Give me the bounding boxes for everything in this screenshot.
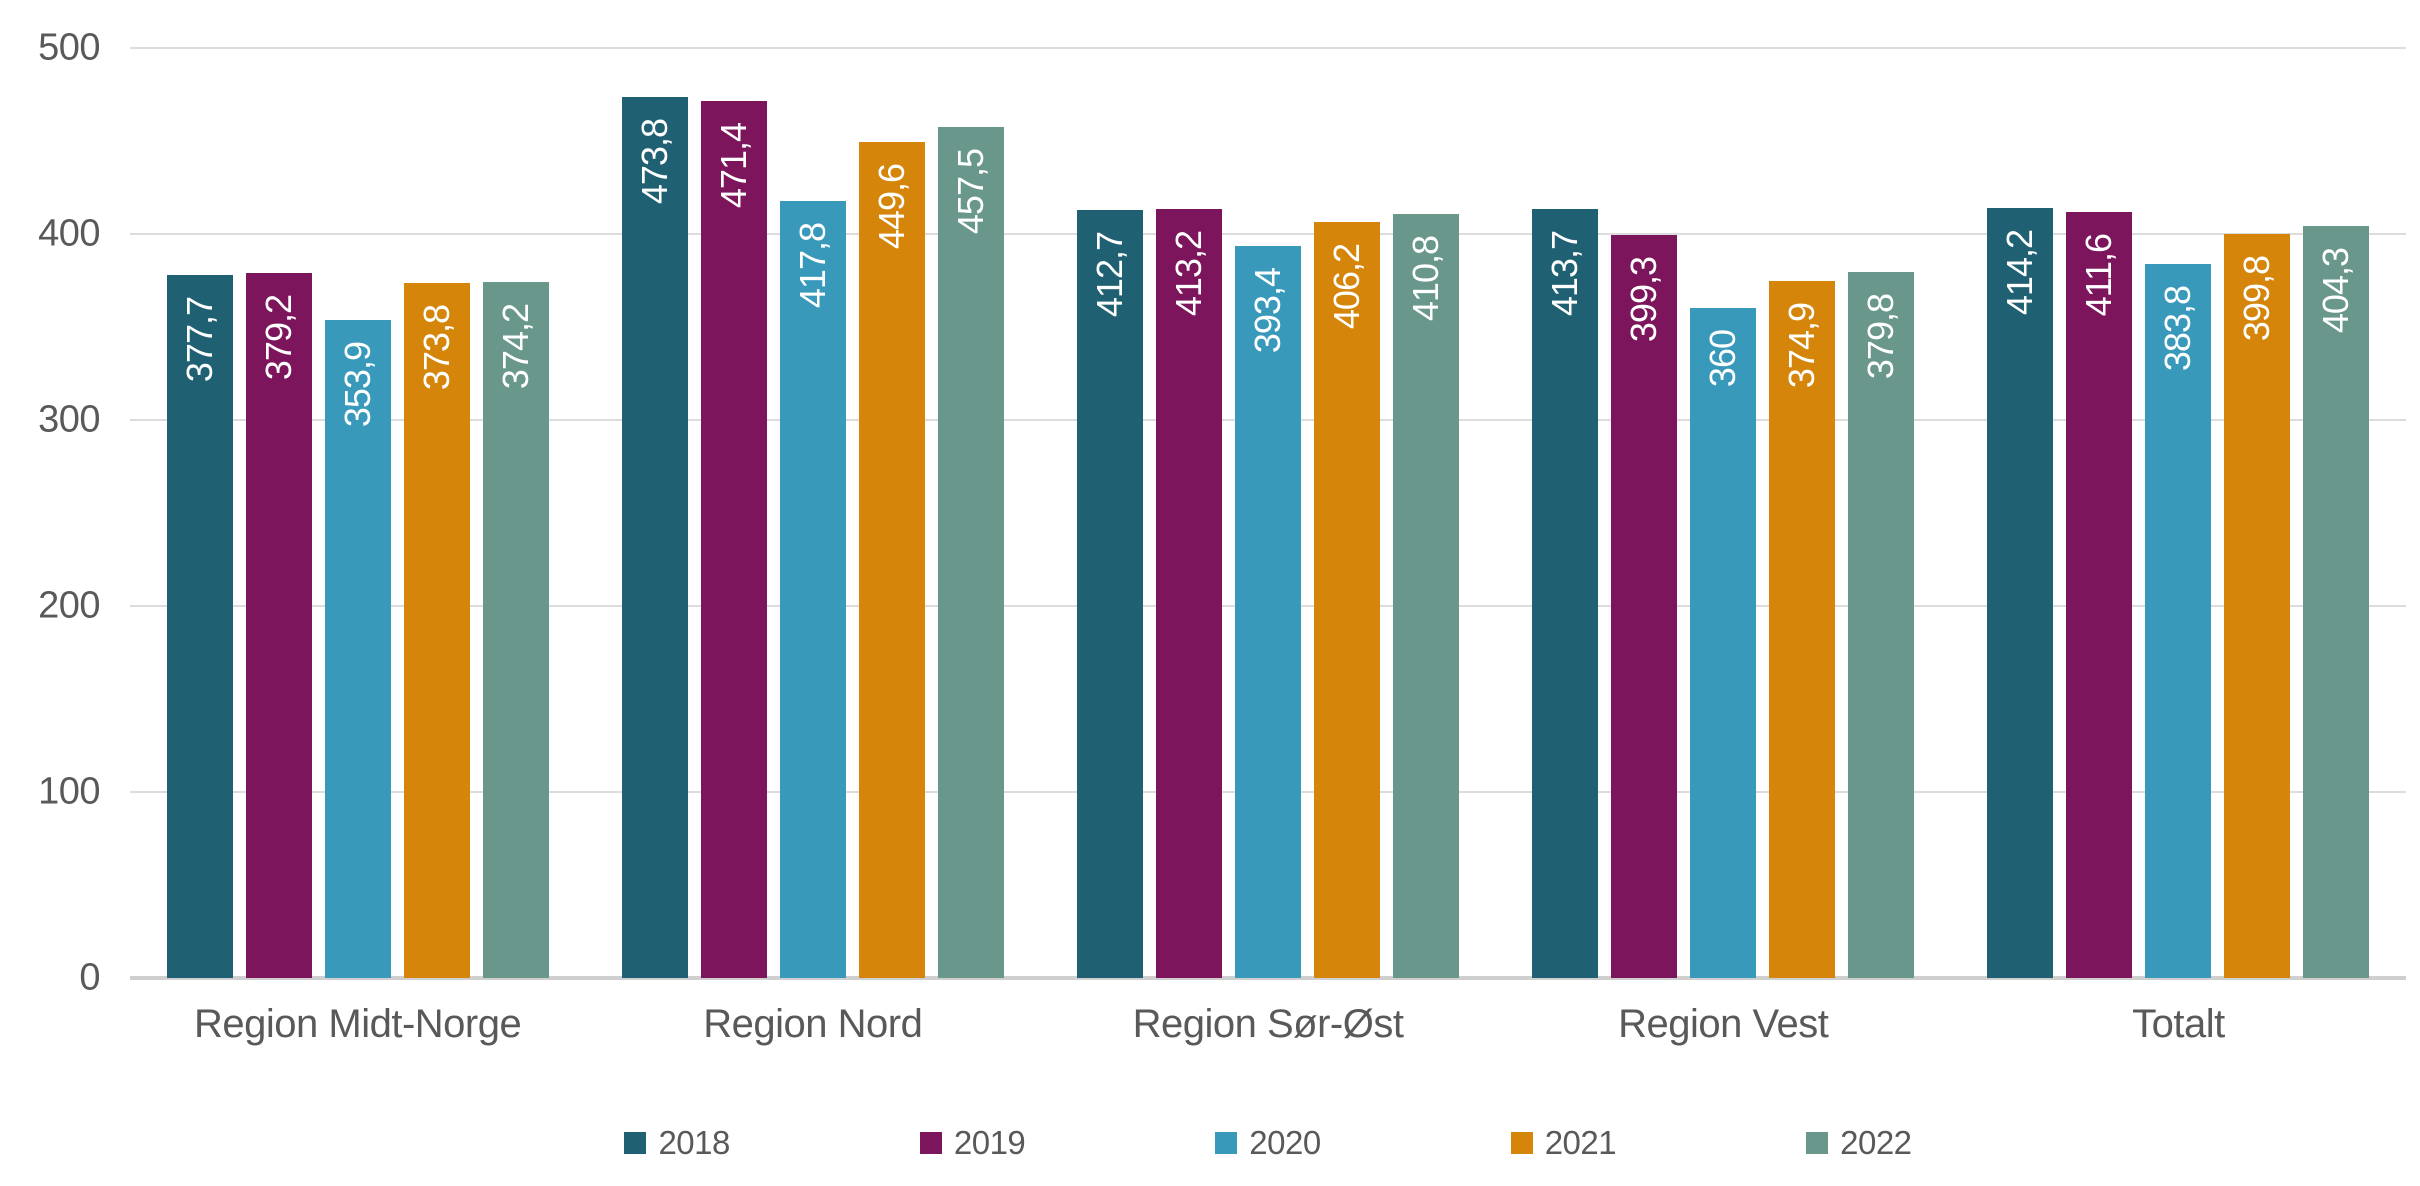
bar-2022: 410,8 xyxy=(1393,213,1459,978)
y-tick-label: 300 xyxy=(38,398,100,441)
bar-value-label: 383,8 xyxy=(2157,286,2199,372)
x-category-label: Region Sør-Øst xyxy=(1132,1002,1404,1046)
bar-value-label: 413,2 xyxy=(1168,231,1209,317)
bar-value-label: 473,8 xyxy=(633,118,675,204)
legend: 2018 2019 2020 2021 2022 xyxy=(130,1124,2406,1162)
bar-2021: 373,8 xyxy=(403,282,470,978)
bar-value-label: 412,7 xyxy=(1089,232,1130,318)
bar-value-label: 379,8 xyxy=(1860,293,1902,379)
bar-2020: 383,8 xyxy=(2145,264,2212,978)
bar-value-label: 417,8 xyxy=(791,222,833,308)
bar-2019: 399,3 xyxy=(1611,235,1678,978)
bar-value-label: 414,2 xyxy=(1999,229,2041,315)
legend-item-2022: 2022 xyxy=(1806,1124,1912,1162)
bar-2020: 393,4 xyxy=(1235,246,1301,978)
bar-2021: 449,6 xyxy=(858,141,925,978)
bar-value-label: 406,2 xyxy=(1326,244,1367,330)
bar-2020: 353,9 xyxy=(324,319,391,978)
plot-area: 377,7 379,2 353,9 373,8 374,2 473,8 471,4 417,8… xyxy=(130,47,2406,980)
legend-marker-icon xyxy=(1510,1132,1533,1154)
legend-item-2020: 2020 xyxy=(1215,1124,1321,1162)
bar-value-label: 374,9 xyxy=(1781,302,1823,388)
legend-label: 2020 xyxy=(1249,1124,1321,1161)
bar-group: 377,7 379,2 353,9 373,8 374,2 xyxy=(130,48,585,978)
y-tick-label: 200 xyxy=(38,584,100,627)
y-axis: 0 100 200 300 400 500 xyxy=(0,27,100,999)
y-tick-label: 500 xyxy=(38,26,100,69)
legend-item-2019: 2019 xyxy=(919,1124,1026,1162)
bar-group: 414,2 411,6 383,8 399,8 404,3 xyxy=(1951,48,2406,978)
x-axis-line xyxy=(130,976,2406,980)
bar-value-label: 360 xyxy=(1702,330,1744,388)
bar-value-label: 374,2 xyxy=(494,304,536,390)
legend-marker-icon xyxy=(1215,1132,1238,1154)
bar-2020: 360 xyxy=(1690,308,1757,978)
bar-value-label: 457,5 xyxy=(949,149,991,235)
legend-label: 2018 xyxy=(658,1124,730,1161)
y-tick-label: 100 xyxy=(38,770,100,813)
bar-2018: 414,2 xyxy=(1987,207,2054,978)
x-axis-labels: Region Midt-Norge Region Nord Region Sør-Ø… xyxy=(130,1002,2406,1047)
bar-2018: 413,7 xyxy=(1532,208,1599,978)
bar-value-label: 393,4 xyxy=(1247,268,1288,354)
x-category-label: Region Nord xyxy=(703,1002,923,1046)
y-tick-label: 400 xyxy=(38,212,100,255)
bar-2019: 413,2 xyxy=(1156,209,1222,978)
bar-groups: 377,7 379,2 353,9 373,8 374,2 473,8 471,4 417,8… xyxy=(130,48,2406,978)
bar-2022: 379,8 xyxy=(1848,271,1915,978)
bar-group: 413,7 399,3 360 374,9 379,8 xyxy=(1496,48,1951,978)
bar-value-label: 399,8 xyxy=(2236,256,2278,342)
bar-2018: 473,8 xyxy=(621,96,688,978)
bar-value-label: 410,8 xyxy=(1405,235,1446,322)
bar-2022: 374,2 xyxy=(482,282,549,978)
bar-2019: 471,4 xyxy=(700,101,767,978)
bar-group: 473,8 471,4 417,8 449,6 457,5 xyxy=(585,48,1040,978)
bar-value-label: 373,8 xyxy=(415,304,457,390)
bar-value-label: 404,3 xyxy=(2315,248,2357,334)
bar-2021: 374,9 xyxy=(1769,280,1836,978)
bar-2018: 377,7 xyxy=(166,275,233,978)
x-category-label: Region Vest xyxy=(1618,1002,1829,1046)
legend-item-2018: 2018 xyxy=(624,1124,730,1162)
bar-2020: 417,8 xyxy=(779,200,846,978)
legend-item-2021: 2021 xyxy=(1510,1124,1617,1162)
y-tick-label: 0 xyxy=(79,956,100,999)
legend-marker-icon xyxy=(624,1132,647,1154)
legend-label: 2021 xyxy=(1544,1124,1617,1161)
gridline xyxy=(130,233,2406,235)
x-category-label: Region Midt-Norge xyxy=(194,1002,522,1046)
bar-value-label: 471,4 xyxy=(712,123,754,209)
bar-2022: 404,3 xyxy=(2303,226,2370,978)
bar-value-label: 399,3 xyxy=(1623,257,1665,343)
bar-2019: 411,6 xyxy=(2066,212,2133,978)
legend-marker-icon xyxy=(1806,1132,1829,1154)
bar-value-label: 411,6 xyxy=(2078,234,2120,317)
x-category-label: Totalt xyxy=(2132,1002,2225,1046)
legend-marker-icon xyxy=(919,1132,942,1154)
bar-value-label: 353,9 xyxy=(336,341,378,427)
legend-label: 2019 xyxy=(953,1124,1026,1161)
bar-value-label: 379,2 xyxy=(257,294,299,380)
bar-2018: 412,7 xyxy=(1077,210,1143,978)
bar-2021: 399,8 xyxy=(2224,234,2291,978)
bar-2022: 457,5 xyxy=(937,127,1004,978)
legend-label: 2022 xyxy=(1840,1124,1912,1161)
bar-group: 412,7 413,2 393,4 406,2 410,8 xyxy=(1040,48,1495,978)
bar-value-label: 377,7 xyxy=(178,297,220,383)
bar-value-label: 449,6 xyxy=(870,163,912,249)
gridline xyxy=(130,47,2406,49)
bar-2021: 406,2 xyxy=(1314,222,1380,978)
bar-value-label: 413,7 xyxy=(1544,230,1586,316)
bar-2019: 379,2 xyxy=(245,272,312,978)
